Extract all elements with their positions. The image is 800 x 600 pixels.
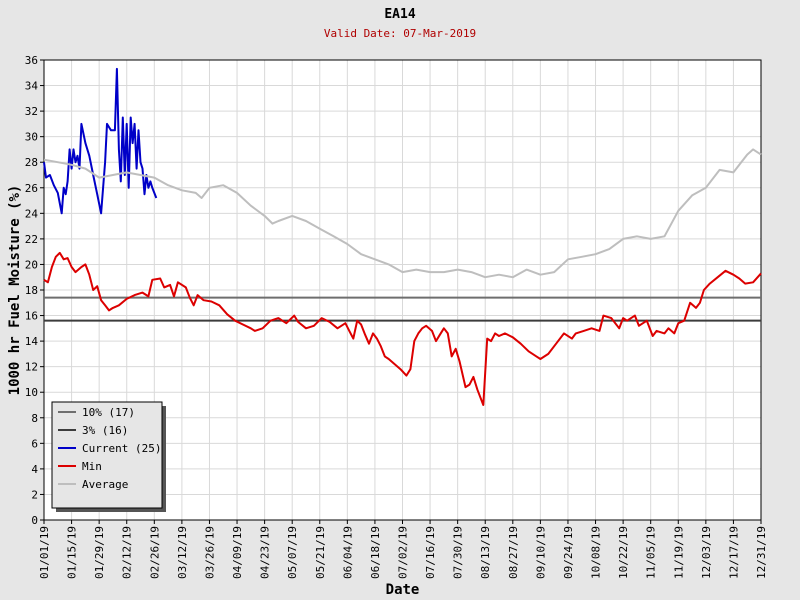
legend [51, 401, 163, 509]
y-tick-label: 12 [25, 361, 38, 374]
chart-title: EA14 [384, 7, 416, 22]
x-tick-label: 11/19/19 [672, 526, 685, 579]
y-tick-label: 26 [25, 182, 38, 195]
y-tick-label: 2 [31, 488, 38, 501]
y-tick-label: 4 [31, 463, 38, 476]
y-tick-label: 20 [25, 258, 38, 271]
x-tick-label: 12/03/19 [700, 526, 713, 579]
legend-label: 10% (17) [82, 406, 135, 419]
y-axis-label: 1000 hr Fuel Moisture (%) [7, 185, 23, 396]
x-axis-label: Date [386, 582, 420, 598]
x-tick-label: 01/15/19 [66, 526, 79, 579]
legend-label: 3% (16) [82, 424, 128, 437]
x-tick-label: 10/22/19 [617, 526, 630, 579]
x-tick-label: 07/02/19 [397, 526, 410, 579]
y-tick-label: 32 [25, 105, 38, 118]
series-line [43, 148, 762, 279]
y-tick-label: 36 [25, 54, 38, 67]
x-tick-label: 05/21/19 [314, 526, 327, 579]
x-tick-label: 03/12/19 [176, 526, 189, 579]
y-tick-label: 16 [25, 310, 38, 323]
x-tick-label: 03/26/19 [203, 526, 216, 579]
y-tick-label: 22 [25, 233, 38, 246]
y-tick-label: 8 [31, 412, 38, 425]
series-line [43, 251, 762, 406]
y-tick-label: 24 [25, 207, 39, 220]
x-tick-label: 02/26/19 [148, 526, 161, 579]
x-tick-label: 12/17/19 [727, 526, 740, 579]
y-tick-label: 14 [25, 335, 39, 348]
x-tick-label: 06/04/19 [341, 526, 354, 579]
y-tick-label: 28 [25, 156, 38, 169]
x-tick-label: 04/23/19 [259, 526, 272, 579]
x-tick-label: 06/18/19 [369, 526, 382, 579]
y-tick-label: 18 [25, 284, 38, 297]
y-tick-label: 34 [25, 80, 39, 93]
x-tick-label: 08/13/19 [479, 526, 492, 579]
x-tick-label: 10/08/19 [590, 526, 603, 579]
x-tick-label: 04/09/19 [231, 526, 244, 579]
legend-label: Min [82, 460, 102, 473]
x-tick-label: 07/30/19 [452, 526, 465, 579]
series-line [43, 67, 158, 215]
x-tick-label: 11/05/19 [645, 526, 658, 579]
y-tick-label: 0 [31, 514, 38, 527]
x-tick-label: 07/16/19 [424, 526, 437, 579]
x-tick-label: 09/10/19 [534, 526, 547, 579]
x-tick-label: 08/27/19 [507, 526, 520, 579]
y-tick-label: 6 [31, 437, 38, 450]
chart-subtitle: Valid Date: 07-Mar-2019 [323, 27, 477, 40]
x-tick-label: 09/24/19 [562, 526, 575, 579]
plot-frame [43, 59, 762, 521]
x-tick-label: 05/07/19 [286, 526, 299, 579]
x-tick-label: 12/31/19 [755, 526, 768, 579]
y-tick-label: 10 [25, 386, 38, 399]
x-tick-label: 01/29/19 [93, 526, 106, 579]
legend-label: Average [82, 478, 128, 491]
legend-label: Current (25) [82, 442, 161, 455]
x-tick-label: 02/12/19 [121, 526, 134, 579]
x-tick-label: 01/01/19 [38, 526, 51, 579]
y-tick-label: 30 [25, 131, 38, 144]
